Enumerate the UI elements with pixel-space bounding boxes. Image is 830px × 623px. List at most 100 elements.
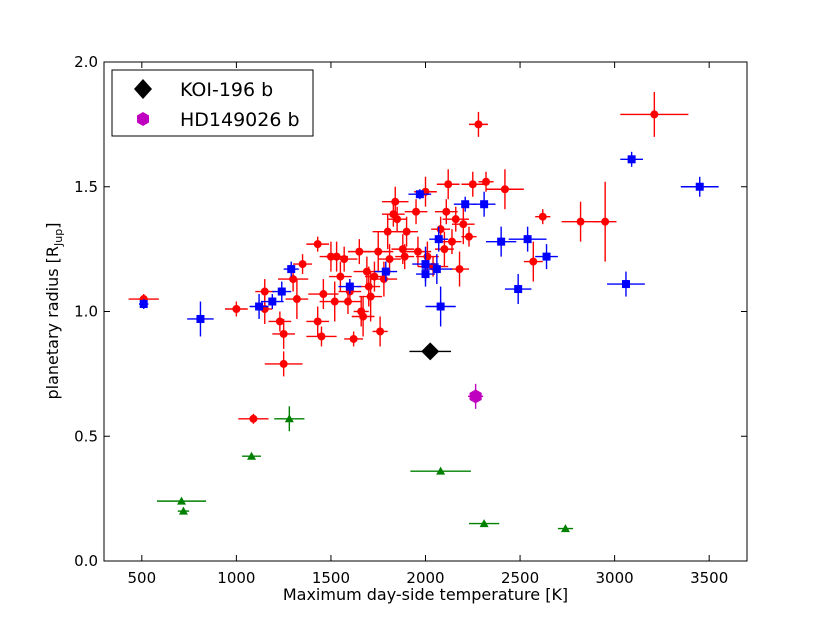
- y-tick-label: 0.5: [74, 427, 98, 445]
- data-point: [434, 235, 443, 244]
- data-point: [359, 312, 368, 321]
- data-point: [279, 359, 288, 368]
- data-point: [355, 247, 364, 256]
- data-point: [482, 177, 491, 186]
- data-point: [393, 215, 402, 224]
- data-point: [529, 257, 538, 266]
- data-point: [268, 297, 277, 306]
- data-point: [500, 185, 509, 194]
- series-green: [156, 406, 574, 533]
- x-axis-label: Maximum day-side temperature [K]: [283, 585, 568, 604]
- data-point: [455, 265, 464, 274]
- y-axis-label-close: ]: [43, 223, 62, 229]
- data-point: [292, 295, 301, 304]
- data-point: [366, 292, 375, 301]
- data-point: [391, 197, 400, 206]
- y-tick-label: 0.0: [74, 552, 98, 570]
- data-point: [343, 297, 352, 306]
- data-point: [412, 207, 421, 216]
- data-point: [440, 245, 449, 254]
- x-tick-label: 2000: [406, 569, 444, 587]
- data-point: [381, 267, 390, 276]
- data-point: [479, 519, 489, 528]
- data-point: [461, 200, 470, 209]
- data-point: [247, 451, 257, 460]
- x-tick-label: 3500: [690, 569, 728, 587]
- data-point: [317, 332, 326, 341]
- data-point: [523, 235, 532, 244]
- series-koi-196-b: [409, 342, 452, 361]
- series-blue: [138, 151, 719, 337]
- data-point: [627, 155, 636, 164]
- plot-area: [104, 62, 747, 561]
- data-point: [385, 255, 394, 264]
- data-point: [436, 302, 445, 311]
- data-point: [402, 227, 411, 236]
- data-point: [319, 290, 328, 299]
- data-point: [349, 334, 358, 343]
- data-point: [421, 270, 430, 279]
- data-point: [232, 305, 241, 314]
- x-tick-label: 500: [128, 569, 157, 587]
- y-tick-label: 2.0: [74, 53, 98, 71]
- data-point: [313, 240, 322, 249]
- data-point: [362, 267, 371, 276]
- data-point-hd149026b: [469, 389, 482, 404]
- data-point: [497, 237, 506, 246]
- x-tick-label: 3000: [596, 569, 634, 587]
- y-tick-label: 1.0: [74, 303, 98, 321]
- data-point: [345, 282, 354, 291]
- data-point: [400, 252, 409, 261]
- x-tick-label: 2500: [501, 569, 539, 587]
- data-point: [287, 265, 296, 274]
- data-point: [275, 317, 284, 326]
- data-point: [289, 275, 298, 284]
- data-point: [279, 329, 288, 338]
- data-point: [432, 265, 441, 274]
- data-point: [436, 225, 445, 234]
- y-tick-label: 1.5: [74, 178, 98, 196]
- data-point: [560, 524, 570, 533]
- data-point: [260, 287, 269, 296]
- legend-label-koi-196b: KOI-196 b: [180, 79, 273, 101]
- data-point: [364, 282, 373, 291]
- data-point: [336, 272, 345, 281]
- data-point: [249, 414, 258, 423]
- data-point: [442, 207, 451, 216]
- legend-marker-koi-196b: [134, 79, 152, 99]
- data-point: [177, 496, 187, 505]
- data-point: [468, 180, 477, 189]
- data-point: [447, 237, 456, 246]
- data-point: [464, 232, 473, 241]
- data-point: [376, 327, 385, 336]
- data-point: [538, 212, 547, 221]
- data-point: [415, 190, 424, 199]
- data-point: [576, 217, 585, 226]
- data-point: [621, 280, 630, 289]
- data-point: [374, 247, 383, 256]
- data-point: [444, 180, 453, 189]
- y-axis-label-sub: Jup: [52, 229, 65, 247]
- data-point: [451, 215, 460, 224]
- data-point: [695, 182, 704, 191]
- data-point: [178, 506, 188, 515]
- data-point: [514, 285, 523, 294]
- data-point: [139, 300, 148, 309]
- legend-label-hd149026b: HD149026 b: [180, 109, 300, 131]
- data-point: [601, 217, 610, 226]
- x-tick-label: 1000: [217, 569, 255, 587]
- data-point: [313, 317, 322, 326]
- data-point: [284, 414, 294, 423]
- data-point: [340, 255, 349, 264]
- data-point: [480, 200, 489, 209]
- data-point: [196, 314, 205, 323]
- data-point: [413, 247, 422, 256]
- data-point: [298, 260, 307, 269]
- data-point: [383, 227, 392, 236]
- y-axis-label-main: planetary radius [R: [43, 246, 62, 400]
- data-point: [423, 252, 432, 261]
- data-point: [542, 252, 551, 261]
- data-point: [474, 120, 483, 129]
- data-point-koi-196b: [421, 342, 440, 361]
